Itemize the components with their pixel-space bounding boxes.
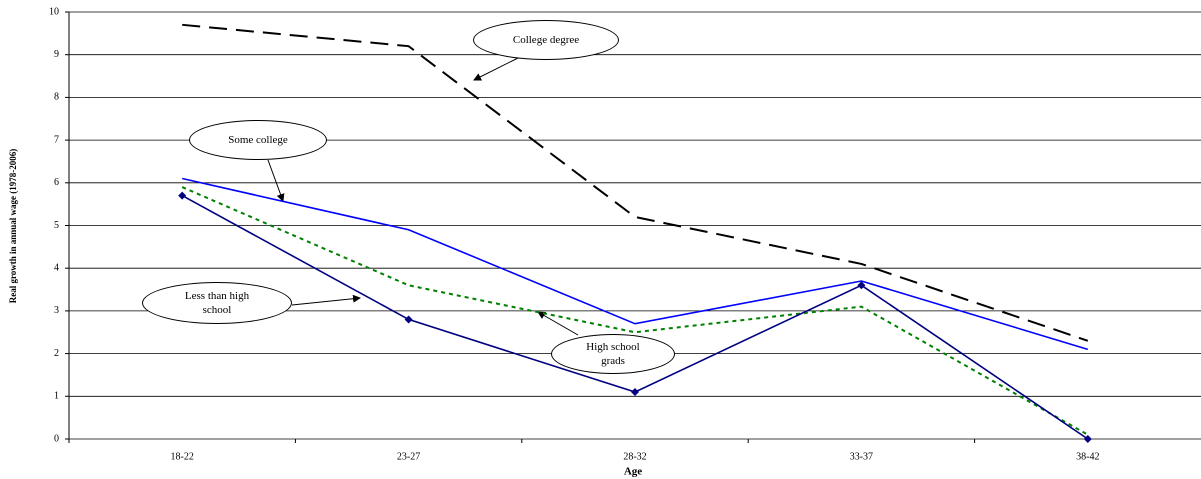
y-tick-label: 6 (54, 177, 59, 188)
point-marker (631, 388, 639, 397)
series-line (181, 194, 1089, 440)
annotation: High school grads (551, 334, 675, 374)
series-line (181, 186, 1089, 436)
x-tick-label: 18-22 (171, 451, 194, 462)
y-tick-label: 5 (54, 220, 59, 231)
x-tick-label: 33-37 (850, 451, 873, 462)
y-tick-label: 10 (49, 6, 59, 17)
annotation-arrow (473, 57, 519, 81)
y-tick-label: 1 (54, 391, 59, 402)
series-line (182, 177, 1089, 351)
annotation-arrow (537, 311, 579, 336)
y-tick-label: 4 (54, 262, 59, 273)
y-tick-label: 3 (54, 305, 59, 316)
annotation-arrow (267, 159, 285, 202)
annotation: Some college (189, 120, 327, 160)
point-marker (178, 191, 187, 200)
y-tick-label: 0 (54, 433, 59, 444)
point-marker (1083, 435, 1092, 443)
x-tick-label: 23-27 (397, 451, 420, 462)
y-tick-label: 8 (54, 92, 59, 103)
annotation: Less than high school (142, 282, 292, 324)
point-marker (404, 315, 413, 324)
point-marker (857, 281, 866, 290)
annotation: College degree (473, 20, 619, 60)
x-axis-title: Age (624, 466, 642, 478)
y-axis-title: Real growth in annual wage (1978-2006) (8, 149, 18, 304)
y-tick-label: 9 (54, 49, 59, 60)
y-tick-label: 7 (54, 134, 59, 145)
y-tick-label: 2 (54, 348, 59, 359)
series-line (182, 23, 1089, 342)
annotation-arrow (291, 294, 361, 306)
x-tick-label: 28-32 (623, 451, 646, 462)
x-tick-label: 38-42 (1076, 451, 1099, 462)
